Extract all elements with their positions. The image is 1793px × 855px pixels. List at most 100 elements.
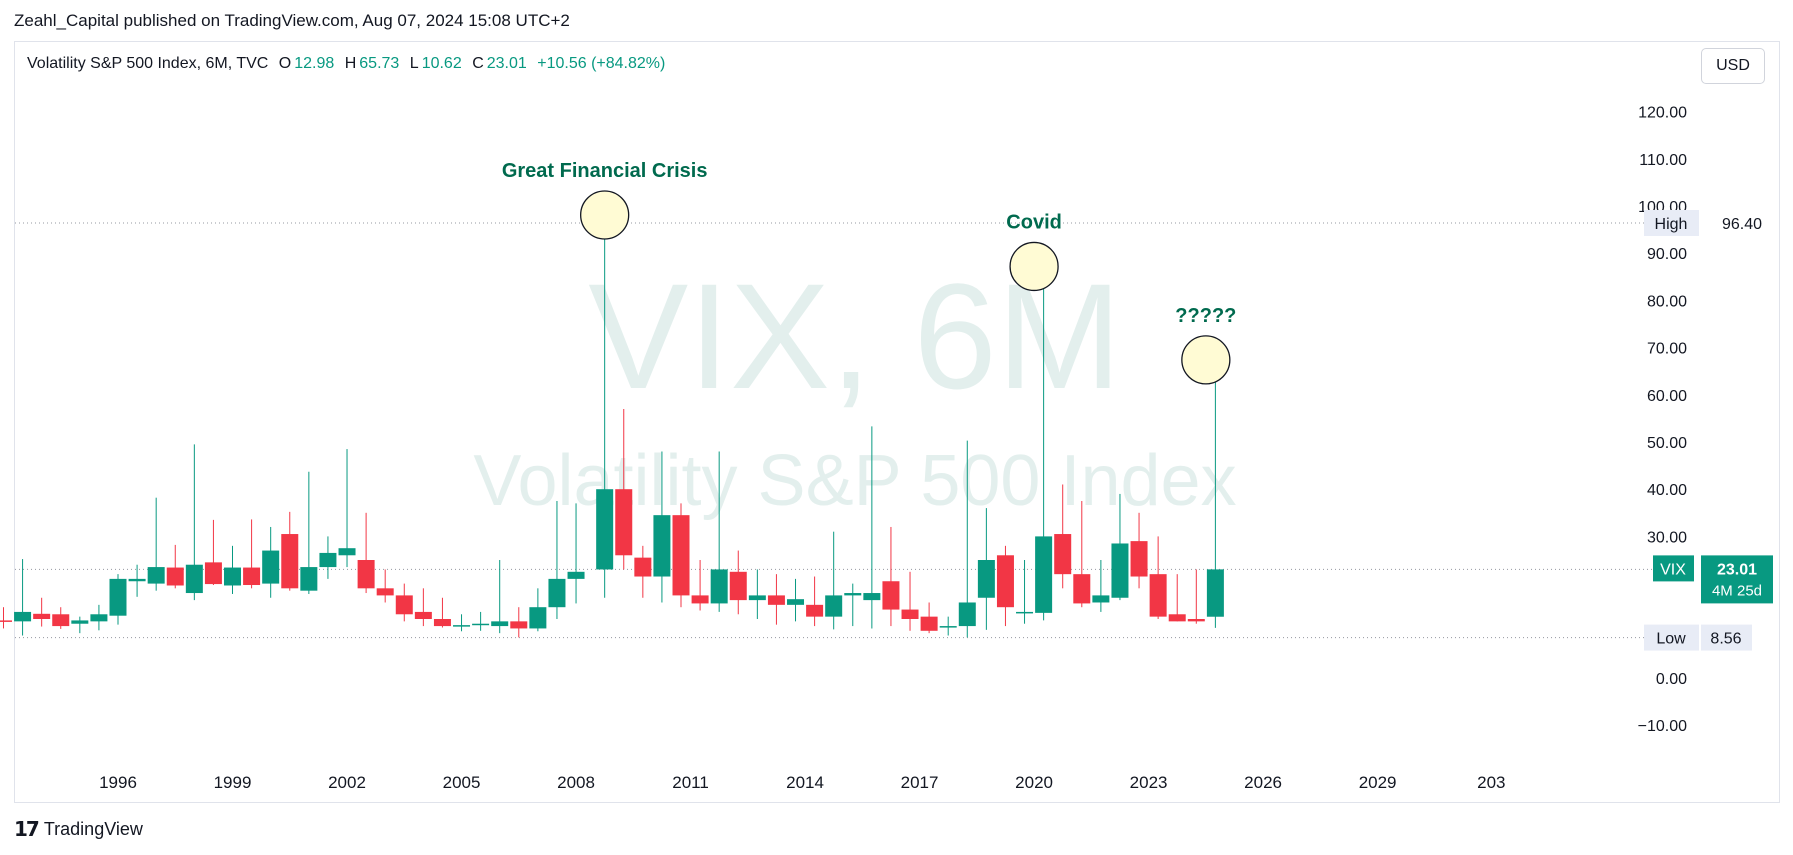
legend-title: Volatility S&P 500 Index, 6M, TVC [27, 55, 269, 72]
high-label-box [1644, 209, 1699, 236]
candle-body [958, 602, 976, 627]
chart-legend: Volatility S&P 500 Index, 6M, TVC O 12.98… [27, 55, 665, 73]
x-tick-label: 2017 [901, 773, 939, 792]
candle-body [166, 567, 184, 586]
candle-body [977, 560, 995, 598]
candle-body [128, 578, 146, 582]
candle-body [376, 588, 394, 596]
candle-body [71, 620, 89, 624]
candle-body [691, 595, 709, 604]
x-tick-label: 2005 [443, 773, 481, 792]
annotation-circle [1009, 241, 1059, 292]
candle-body [1111, 543, 1129, 598]
legend-high-value: 65.73 [359, 55, 400, 72]
legend-open-label: O [278, 55, 292, 72]
x-tick-label: 2023 [1130, 773, 1168, 792]
high-value: 96.40 [1722, 216, 1762, 233]
candle-body [262, 550, 280, 584]
x-tick-label: 2011 [672, 773, 709, 792]
candle-body [1149, 574, 1167, 617]
candle-body [1016, 611, 1034, 614]
candle-body [748, 595, 766, 601]
candle-body [1092, 595, 1110, 603]
legend-close-label: C [472, 55, 484, 72]
candle-body [729, 571, 747, 601]
candle-body [109, 578, 127, 616]
low-value: 8.56 [1710, 631, 1741, 648]
candle-body [433, 619, 451, 627]
y-tick-label: 90.00 [1647, 246, 1687, 263]
candle-body [204, 562, 222, 585]
x-tick-label: 2020 [1015, 773, 1053, 792]
last-price: 23.01 [1717, 561, 1757, 578]
y-tick-label: 120.00 [1638, 105, 1687, 122]
candle-body [14, 611, 32, 622]
x-tick-label: 2008 [557, 773, 595, 792]
y-tick-label: 60.00 [1647, 388, 1687, 405]
x-tick-label: 1999 [214, 773, 252, 792]
candle-body [844, 593, 862, 596]
candle-body [1054, 534, 1072, 575]
candle-body [825, 595, 843, 617]
candle-body [939, 626, 957, 628]
candle-body [615, 489, 633, 556]
x-tick-label: 2002 [328, 773, 366, 792]
y-tick-label: 40.00 [1647, 482, 1687, 499]
candle-body [243, 567, 261, 586]
legend-low-value: 10.62 [421, 55, 462, 72]
candle-body [0, 620, 12, 622]
candle-body [767, 595, 785, 605]
brand-name: TradingView [43, 818, 143, 839]
tradingview-logo-icon: 17 [14, 817, 40, 841]
candle-body [863, 593, 881, 601]
low-value-box [1701, 624, 1752, 651]
candle-body [90, 614, 108, 622]
candle-body [567, 571, 585, 579]
candle-body [147, 567, 165, 584]
legend-close-value: 23.01 [486, 55, 527, 72]
candle-body [806, 604, 824, 617]
y-tick-label: 110.00 [1639, 152, 1687, 169]
currency-button[interactable]: USD [1701, 48, 1765, 84]
chart-frame [14, 41, 1780, 803]
y-tick-label: 30.00 [1647, 529, 1687, 546]
low-label-box [1644, 624, 1699, 651]
candle-body [996, 555, 1014, 608]
x-tick-label: 2026 [1244, 773, 1282, 792]
candle-body [882, 581, 900, 610]
candle-body [901, 609, 919, 619]
candle-body [1130, 541, 1148, 577]
candle-body [33, 613, 51, 619]
candle-body [920, 616, 938, 631]
candle-body [1035, 536, 1053, 613]
candle-body [281, 534, 299, 589]
high-label: High [1655, 216, 1688, 233]
candle-body [338, 548, 356, 556]
last-price-box [1701, 555, 1773, 604]
legend-open-value: 12.98 [294, 55, 335, 72]
legend-high-label: H [344, 55, 357, 72]
candle-body [510, 621, 528, 629]
candle-body [472, 623, 490, 626]
candle-body [653, 515, 671, 577]
x-tick-label: 1996 [99, 773, 137, 792]
annotation-circle [580, 190, 630, 240]
candle-body [787, 599, 805, 605]
candle-body [1206, 569, 1224, 617]
candle-body [414, 611, 432, 619]
legend-change: +10.56 (+84.82%) [537, 55, 666, 72]
candle-body [453, 625, 471, 627]
candle-body [52, 614, 70, 627]
candle-body [319, 552, 337, 568]
publisher-line: Zeahl_Capital published on TradingView.c… [14, 11, 570, 30]
bar-countdown: 4M 25d [1712, 582, 1762, 599]
annotation-label: Great Financial Crisis [502, 160, 708, 182]
candle-body [548, 578, 566, 608]
tradingview-brand[interactable]: 17 TradingView [14, 817, 143, 841]
candle-body [300, 567, 318, 591]
candle-body [1073, 574, 1091, 604]
y-tick-label: 70.00 [1647, 341, 1687, 358]
x-tick-label: 203 [1477, 773, 1505, 792]
candle-body [1187, 619, 1205, 622]
